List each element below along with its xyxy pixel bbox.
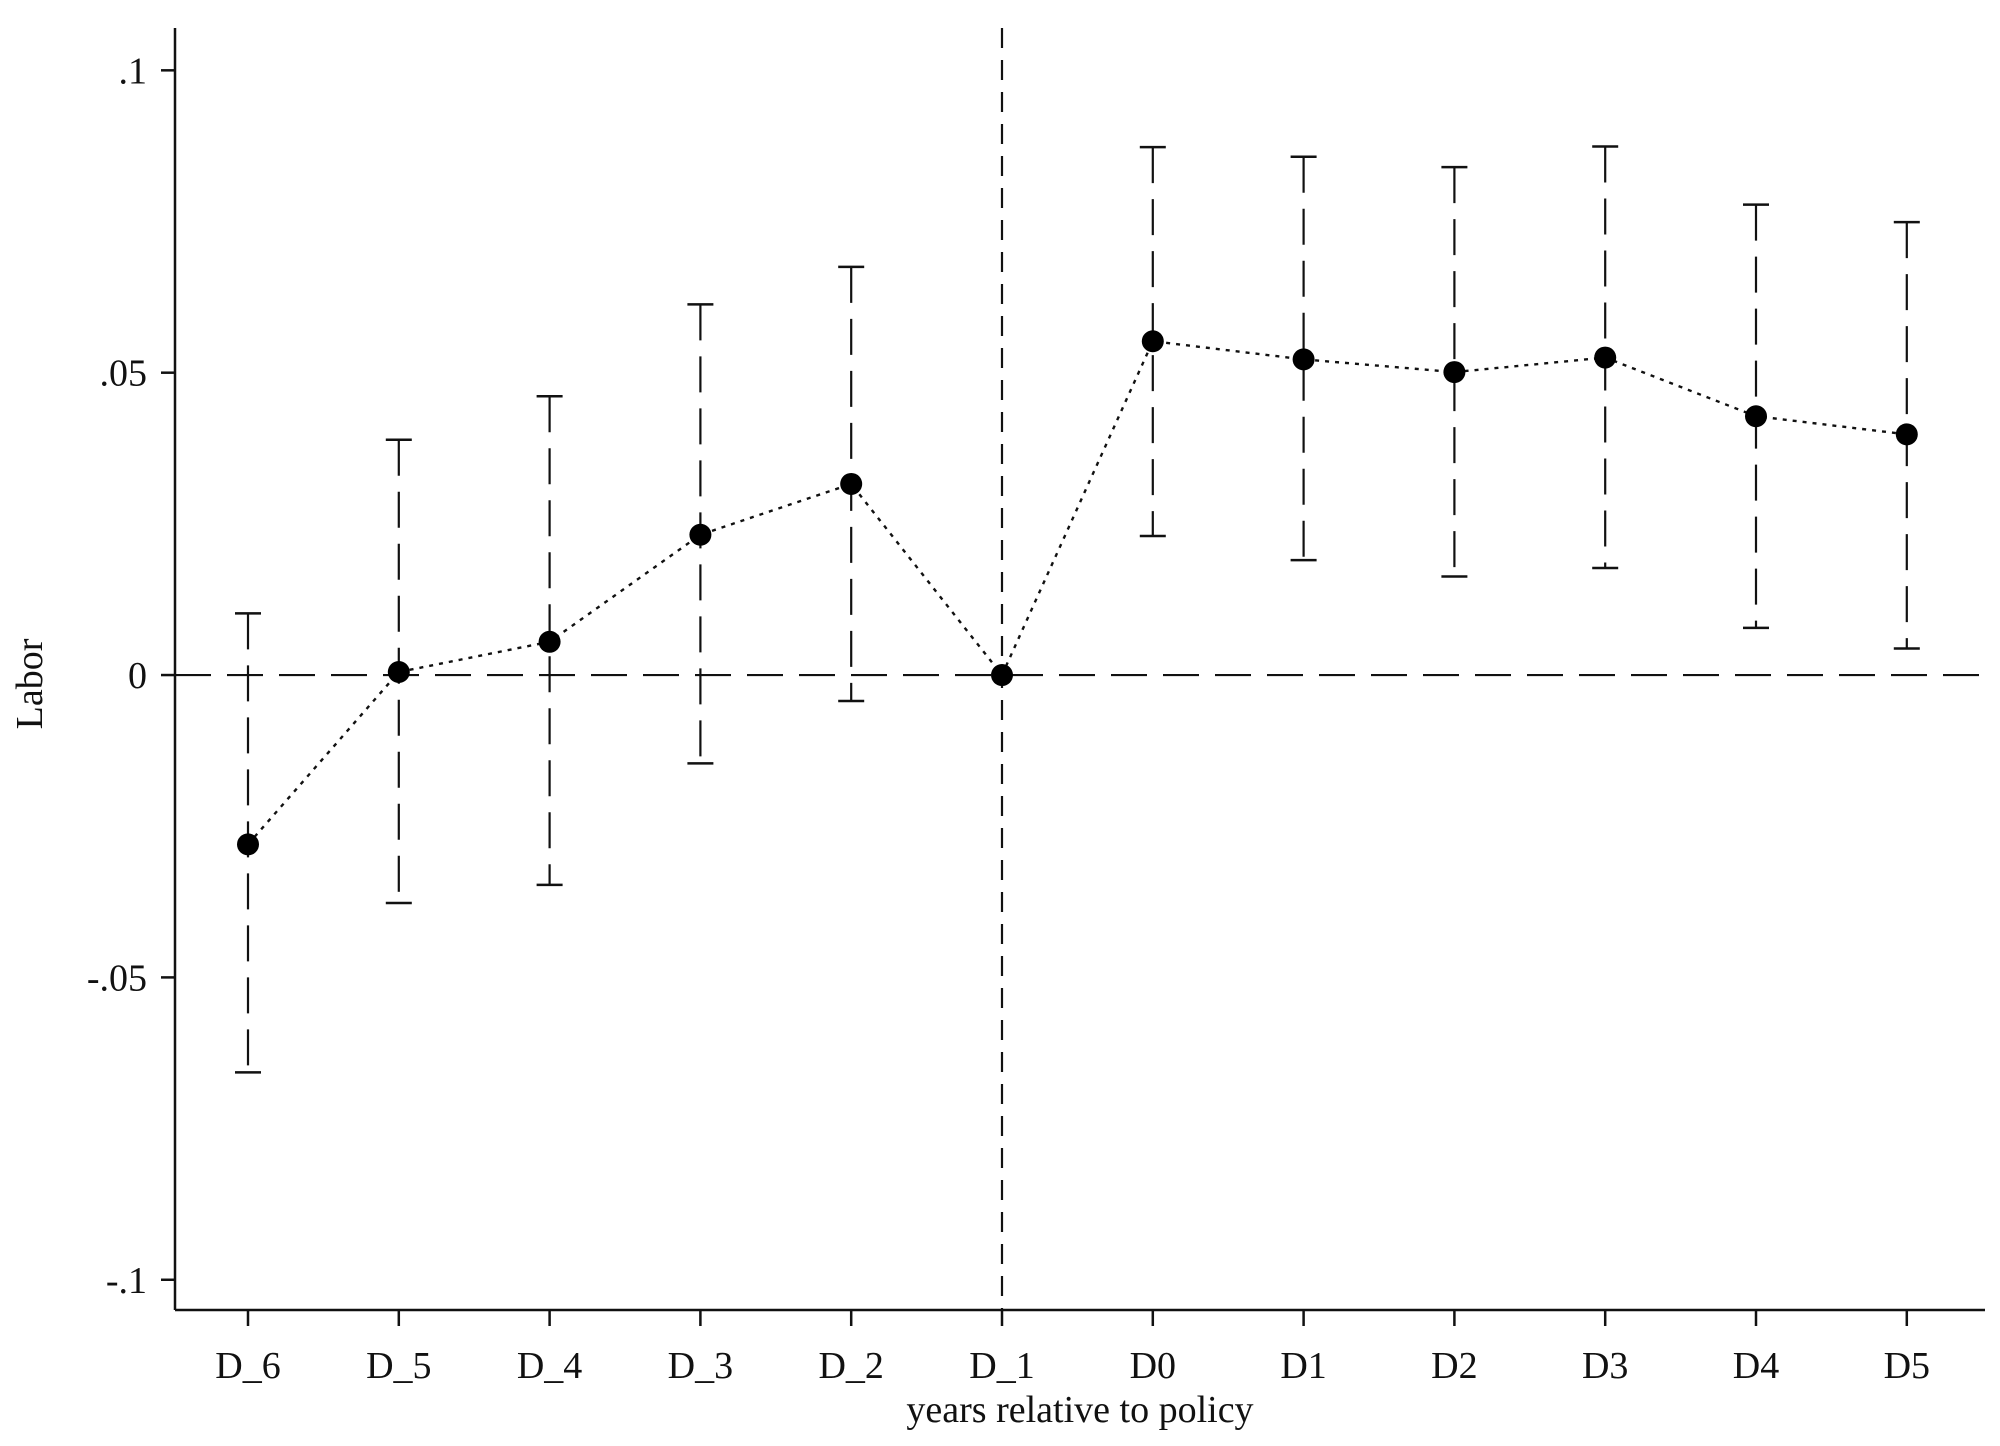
confidence-interval bbox=[1441, 165, 1468, 578]
x-tick-label: D_4 bbox=[517, 1345, 582, 1387]
x-tick-label: D1 bbox=[1280, 1345, 1326, 1387]
x-tick-label: D_6 bbox=[215, 1345, 280, 1387]
estimate-point bbox=[1594, 346, 1617, 369]
y-tick-label: .1 bbox=[119, 50, 148, 92]
estimate-point bbox=[689, 523, 712, 546]
confidence-interval bbox=[1139, 145, 1166, 538]
estimate-connector-line bbox=[247, 339, 1907, 846]
axes bbox=[173, 28, 1985, 1312]
estimate-point bbox=[1292, 348, 1315, 371]
estimate-point bbox=[1745, 405, 1767, 428]
estimate-point bbox=[387, 661, 410, 684]
y-tick-label: 0 bbox=[128, 655, 147, 697]
x-tick-label: D4 bbox=[1733, 1345, 1779, 1387]
estimate-point bbox=[538, 630, 561, 653]
x-tick-label: D_5 bbox=[366, 1345, 431, 1387]
confidence-intervals bbox=[235, 145, 1920, 1074]
estimate-point bbox=[1895, 423, 1918, 446]
x-axis-ticks: D_6 D_5 D_4 D_3 D_2 D_1 D0 D1 D2 D3 D4 D5 bbox=[215, 1310, 1930, 1387]
y-tick-label: .05 bbox=[100, 353, 148, 395]
x-tick-label: D_1 bbox=[969, 1345, 1034, 1387]
estimate-point bbox=[991, 664, 1013, 687]
confidence-interval bbox=[536, 395, 563, 887]
x-tick-label: D0 bbox=[1130, 1345, 1176, 1387]
estimate-points bbox=[237, 330, 1918, 856]
x-tick-label: D5 bbox=[1884, 1345, 1930, 1387]
x-tick-label: D_3 bbox=[668, 1345, 733, 1387]
estimate-point bbox=[1443, 361, 1466, 384]
y-tick-label: -.05 bbox=[87, 957, 147, 999]
estimate-point bbox=[840, 472, 863, 495]
estimate-point bbox=[237, 833, 259, 856]
confidence-interval bbox=[1290, 155, 1317, 562]
x-axis-title: years relative to policy bbox=[906, 1389, 1253, 1431]
reference-lines bbox=[175, 28, 1985, 1310]
y-tick-label: -.1 bbox=[106, 1260, 147, 1302]
y-axis-ticks: .1 .05 0 -.05 -.1 bbox=[87, 50, 175, 1302]
x-tick-label: D3 bbox=[1582, 1345, 1628, 1387]
x-tick-label: D2 bbox=[1431, 1345, 1477, 1387]
x-tick-label: D_2 bbox=[818, 1345, 883, 1387]
estimate-point bbox=[1141, 330, 1164, 353]
y-axis-title: Labor bbox=[9, 638, 51, 729]
